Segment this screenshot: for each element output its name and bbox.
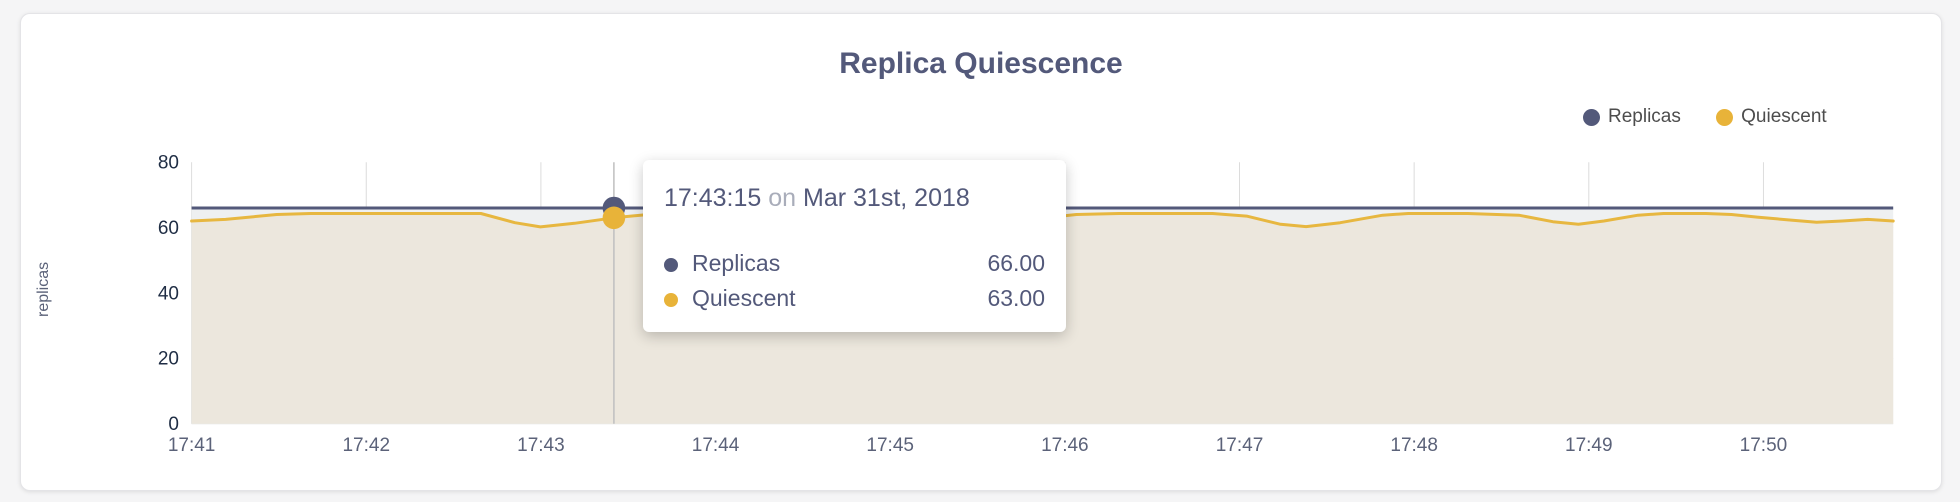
svg-text:17:48: 17:48: [1390, 435, 1438, 456]
svg-text:17:41: 17:41: [168, 435, 216, 456]
svg-text:17:46: 17:46: [1041, 435, 1089, 456]
svg-text:40: 40: [158, 283, 179, 304]
svg-text:17:45: 17:45: [866, 435, 914, 456]
svg-text:17:43: 17:43: [517, 435, 565, 456]
svg-text:17:42: 17:42: [342, 435, 390, 456]
svg-text:17:44: 17:44: [692, 435, 740, 456]
svg-text:17:49: 17:49: [1565, 435, 1613, 456]
svg-text:60: 60: [158, 218, 179, 239]
svg-text:20: 20: [158, 349, 179, 370]
svg-text:17:50: 17:50: [1740, 435, 1788, 456]
svg-text:80: 80: [158, 153, 179, 174]
svg-text:17:47: 17:47: [1216, 435, 1264, 456]
svg-text:0: 0: [168, 414, 179, 435]
